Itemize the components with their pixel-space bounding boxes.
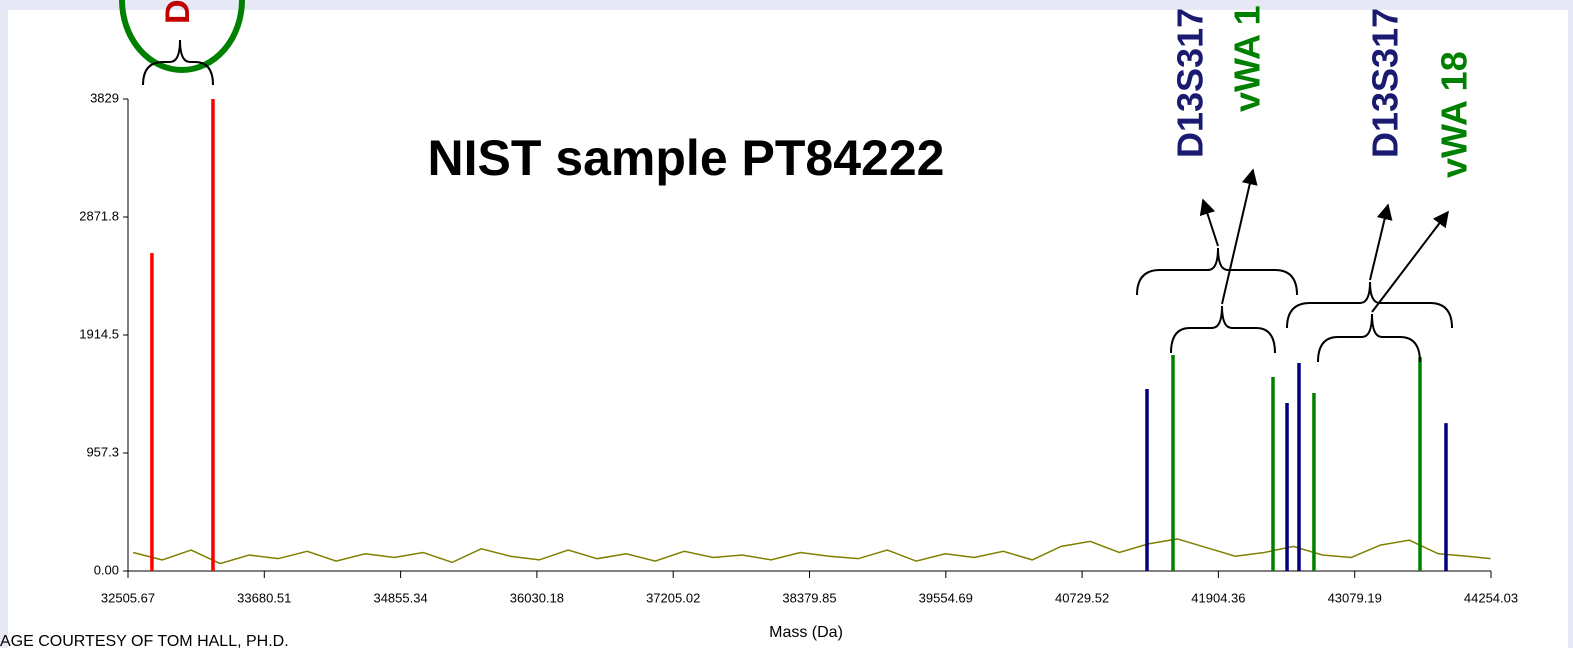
x-tick-label: 36030.18: [510, 590, 564, 605]
x-tick-label: 39554.69: [919, 590, 973, 605]
x-axis-label: Mass (Da): [769, 624, 843, 641]
x-tick-label: 32505.67: [101, 590, 155, 605]
chart-title: NIST sample PT84222: [428, 130, 945, 186]
x-tick-label: 34855.34: [373, 590, 427, 605]
highlight-ellipse: [119, 0, 245, 73]
arrow: [1369, 203, 1393, 281]
y-tick-label: 1914.5: [79, 326, 119, 341]
y-tick-label: 3829: [90, 90, 119, 105]
y-tick-label: 0.00: [94, 562, 119, 577]
brace: [1286, 281, 1453, 329]
y-tick-label: 2871.8: [79, 208, 119, 223]
brace: [142, 39, 214, 86]
arrow: [1371, 210, 1449, 313]
x-tick-label: 33680.51: [237, 590, 291, 605]
plot-area: [8, 10, 1568, 648]
x-tick-label: 40729.52: [1055, 590, 1109, 605]
brace: [1136, 247, 1298, 296]
brace: [1317, 313, 1421, 363]
x-tick-label: 44254.03: [1464, 590, 1518, 605]
x-tick-label: 37205.02: [646, 590, 700, 605]
peak-annotation: vWA 18: [1434, 51, 1475, 178]
image-credit: AGE COURTESY OF TOM HALL, PH.D.: [0, 633, 289, 648]
braces: [142, 39, 1453, 363]
arrow: [1221, 168, 1258, 305]
brace: [1170, 305, 1276, 354]
arrow: [1199, 198, 1219, 247]
y-tick-label: 957.3: [86, 444, 119, 459]
peak-annotation: vWA 1: [1227, 5, 1268, 112]
peak-annotation: D: [159, 0, 197, 24]
spectrum-line: [132, 538, 1491, 565]
x-tick-label: 43079.19: [1328, 590, 1382, 605]
x-tick-label: 38379.85: [782, 590, 836, 605]
x-tick-label: 41904.36: [1191, 590, 1245, 605]
peak-annotation: D13S317: [1170, 8, 1211, 158]
peak-annotation: D13S317: [1365, 8, 1406, 158]
